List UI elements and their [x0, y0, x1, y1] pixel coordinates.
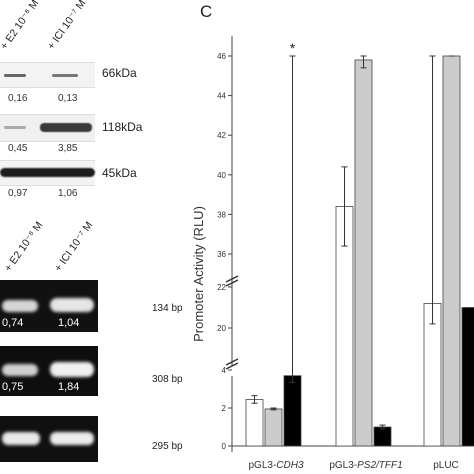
western-value: 0,45 [8, 143, 28, 154]
western-band-strip-45 [0, 160, 95, 186]
pcr-gel-strip-134 [0, 280, 98, 332]
western-band [4, 126, 26, 129]
significance-marker: * [290, 40, 296, 56]
western-value: 3,85 [58, 143, 78, 154]
y-tick-label: 46 [217, 52, 226, 61]
y-tick-label: 40 [217, 171, 226, 180]
pcr-gel-strip-308 [0, 346, 98, 396]
pcr-band [2, 432, 40, 445]
x-tick-label: pGL3-PS2/TFF1 [329, 460, 402, 471]
western-value: 0,13 [58, 93, 78, 104]
x-tick-label: pLUC [433, 460, 459, 471]
bar [442, 55, 461, 447]
pcr-gel-strip-295 [0, 416, 98, 462]
band-size-label: 295 bp [152, 441, 183, 452]
western-band [4, 74, 26, 77]
band-size-label: 308 bp [152, 374, 183, 385]
western-band [52, 74, 78, 77]
pcr-band [50, 432, 94, 445]
y-tick-label: 20 [217, 324, 226, 333]
y-tick-label: 42 [217, 131, 226, 140]
y-tick-label: 0 [222, 442, 227, 451]
y-tick-label: 44 [217, 92, 226, 101]
y-tick-label: 2 [222, 404, 227, 413]
bar [283, 375, 302, 447]
axis-break-mark [225, 279, 239, 287]
axis-break-mark [225, 358, 239, 366]
bar [373, 426, 392, 447]
pcr-value: 0,74 [2, 317, 24, 329]
western-value: 0,97 [8, 188, 28, 199]
band-size-label: 45kDa [102, 166, 137, 180]
pcr-band [2, 300, 38, 312]
western-band [0, 168, 95, 177]
bar [264, 408, 283, 447]
y-tick-label: 36 [217, 250, 226, 259]
pcr-band [50, 298, 94, 312]
western-band [40, 123, 92, 132]
x-tick-label: pGL3-CDH3 [248, 460, 303, 471]
western-band-strip-66 [0, 62, 95, 88]
y-axis-label: Promoter Activity (RLU) [191, 206, 206, 342]
western-band-strip-118 [0, 114, 95, 142]
band-size-label: 66kDa [102, 66, 137, 80]
pcr-value: 1,04 [58, 317, 80, 329]
axis-break-mark [225, 362, 239, 370]
y-tick-label: 22 [217, 283, 226, 292]
pcr-value: 1,84 [58, 381, 80, 393]
bar [461, 307, 474, 447]
western-value: 0,16 [8, 93, 28, 104]
y-tick-label: 4 [222, 366, 227, 375]
band-size-label: 134 bp [152, 303, 183, 314]
axis-break-mark [225, 275, 239, 283]
pcr-value: 0,75 [2, 381, 24, 393]
pcr-band [50, 362, 94, 377]
pcr-band [2, 364, 38, 376]
y-tick-label: 38 [217, 210, 226, 219]
panel-letter: C [200, 2, 213, 21]
bar [245, 399, 264, 447]
western-value: 1,06 [58, 188, 78, 199]
bar [423, 302, 442, 447]
band-size-label: 118kDa [102, 120, 143, 134]
bar [354, 59, 373, 447]
